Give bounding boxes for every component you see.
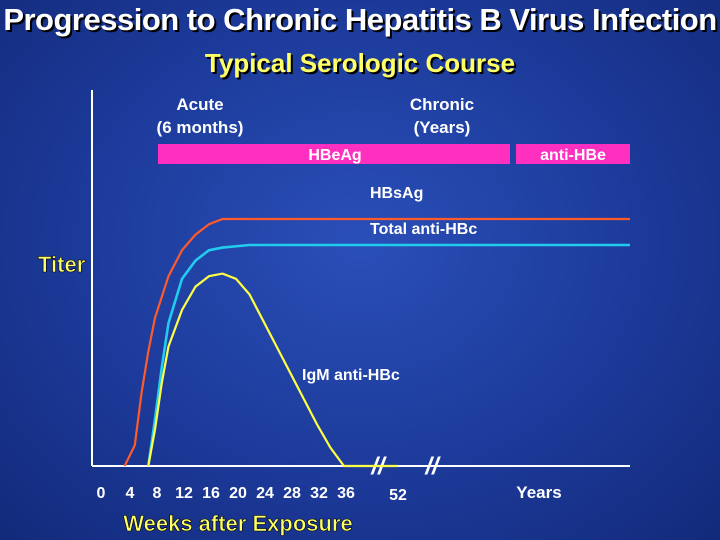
phase-chronic-title: Chronic xyxy=(410,95,474,114)
x-tick-label: 8 xyxy=(153,485,162,502)
anti-hbe-bar-label: anti-HBe xyxy=(540,147,606,164)
x-tick-label: 24 xyxy=(256,485,274,502)
phase-chronic-subtitle: (Years) xyxy=(414,118,471,137)
series-line-total-anti-hbc xyxy=(147,243,630,467)
hbeag-bar-label: HBeAg xyxy=(308,147,361,164)
x-tick-label: 36 xyxy=(337,485,355,502)
x-tick-label: Years xyxy=(516,483,561,502)
x-tick-label: 20 xyxy=(229,485,247,502)
x-tick-label: 52 xyxy=(389,487,407,504)
series-label-total-anti-hbc: Total anti-HBc xyxy=(370,221,477,238)
x-tick-label: 12 xyxy=(175,485,193,502)
x-tick-label: 28 xyxy=(283,485,301,502)
chart-subtitle: Typical Serologic Course xyxy=(204,48,516,78)
series-line-hbsag xyxy=(123,217,630,467)
series-label-igm-anti-hbc: IgM anti-HBc xyxy=(302,367,400,384)
axis-break-2: // xyxy=(424,453,441,480)
chart-title: Progression to Chronic Hepatitis B Virus… xyxy=(3,2,717,37)
x-tick-label: 16 xyxy=(202,485,220,502)
y-axis-label: Titer xyxy=(38,252,86,277)
series-label-hbsag: HBsAg xyxy=(370,185,423,202)
x-tick-label: 0 xyxy=(97,485,106,502)
series-line-igm-anti-hbc xyxy=(147,272,398,468)
phase-acute-title: Acute xyxy=(176,95,223,114)
x-tick-label: 4 xyxy=(126,485,135,502)
x-tick-label: 32 xyxy=(310,485,328,502)
x-axis-label: Weeks after Exposure xyxy=(123,511,352,536)
anti-hbe-bar xyxy=(516,144,630,164)
phase-acute-subtitle: (6 months) xyxy=(157,118,244,137)
hbeag-bar xyxy=(158,144,510,164)
